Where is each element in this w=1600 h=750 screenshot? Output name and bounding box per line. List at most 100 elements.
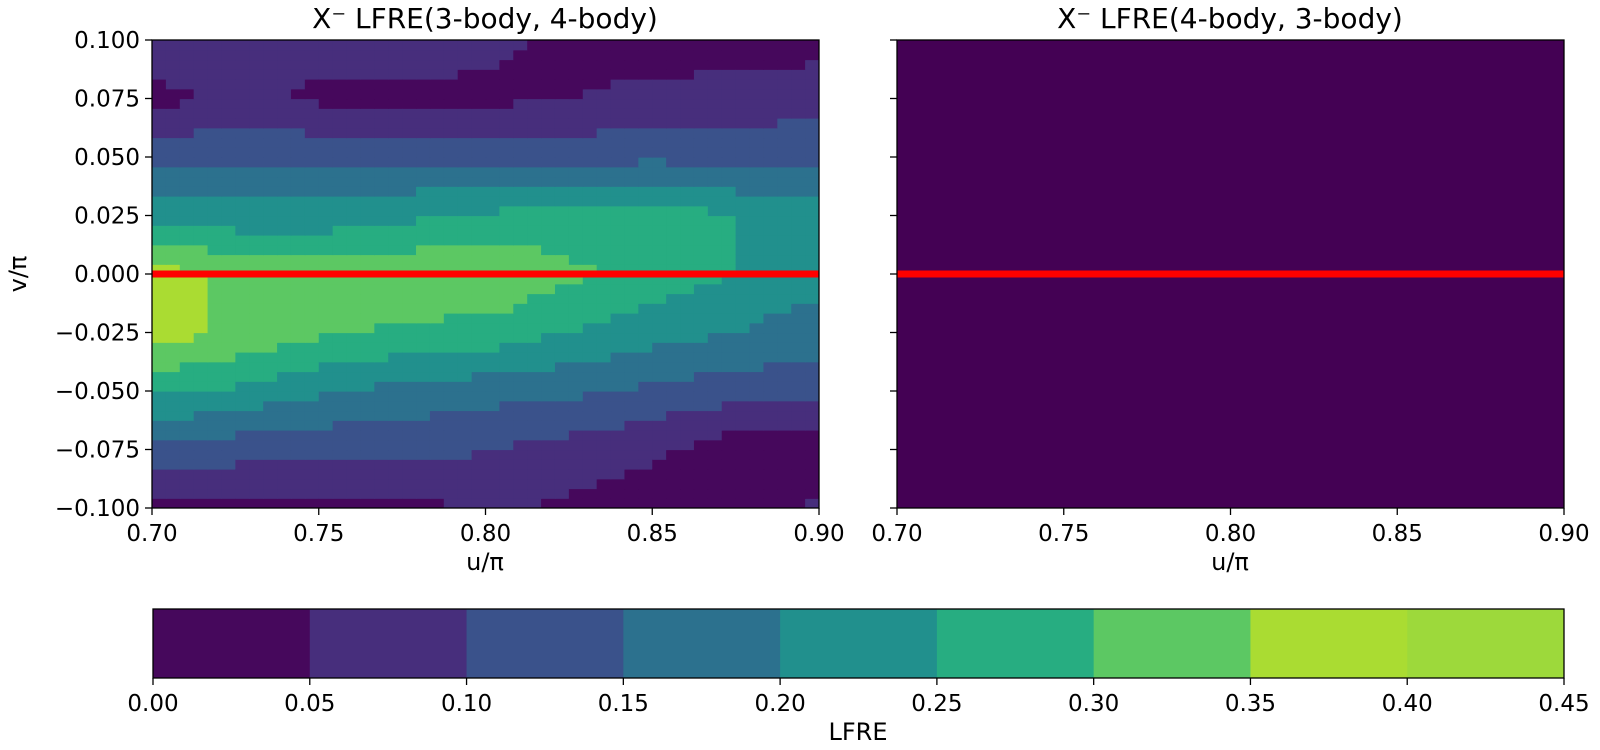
contour-cell: [791, 498, 806, 508]
contour-cell: [582, 98, 598, 109]
contour-cell: [624, 40, 639, 51]
contour-cell: [624, 322, 639, 334]
contour-cell: [596, 147, 612, 158]
contour-cell: [290, 196, 306, 207]
contour-cell: [693, 352, 709, 363]
contour-cell: [193, 488, 209, 499]
contour-cell: [791, 147, 806, 158]
contour-cell: [360, 59, 375, 70]
contour-cell: [374, 469, 389, 480]
contour-cell: [624, 157, 639, 168]
contour-cell: [749, 176, 765, 187]
contour-cell: [416, 469, 431, 480]
contour-cell: [193, 352, 209, 363]
contour-cell: [374, 186, 389, 197]
contour-cell: [582, 293, 598, 304]
contour-cell: [249, 108, 264, 119]
contour-cell: [332, 313, 348, 324]
contour-cell: [221, 176, 236, 187]
contour-cell: [193, 274, 209, 285]
contour-cell: [485, 186, 500, 197]
contour-cell: [707, 352, 723, 363]
contour-cell: [277, 459, 292, 470]
contour-cell: [318, 264, 334, 275]
contour-cell: [221, 488, 236, 499]
contour-cell: [165, 313, 181, 324]
contour-cell: [596, 235, 612, 246]
contour-cell: [624, 371, 639, 382]
contour-cell: [360, 469, 375, 480]
contour-cell: [735, 469, 751, 480]
contour-cell: [568, 137, 584, 148]
contour-cell: [805, 79, 819, 90]
contour-cell: [791, 430, 806, 441]
contour-cell: [179, 118, 195, 129]
contour-cell: [304, 186, 320, 197]
contour-cell: [165, 332, 181, 343]
contour-cell: [582, 235, 598, 246]
contour-cell: [374, 79, 389, 90]
contour-cell: [499, 439, 514, 451]
contour-cell: [721, 498, 737, 508]
contour-cell: [596, 176, 612, 187]
contour-cell: [152, 381, 167, 392]
contour-cell: [624, 264, 639, 275]
contour-cell: [680, 332, 695, 343]
contour-cell: [235, 498, 250, 508]
contour-cell: [707, 381, 723, 392]
contour-cell: [624, 274, 639, 285]
contour-cell: [777, 420, 792, 431]
contour-cell: [165, 176, 181, 187]
contour-cell: [471, 498, 487, 508]
contour-cell: [360, 235, 375, 246]
contour-cell: [152, 205, 167, 217]
contour-cell: [513, 264, 528, 275]
contour-cell: [346, 439, 362, 451]
contour-cell: [193, 391, 209, 402]
contour-cell: [290, 79, 306, 90]
contour-cell: [221, 498, 236, 508]
contour-cell: [360, 88, 375, 100]
contour-cell: [290, 98, 306, 109]
contour-cell: [680, 166, 695, 178]
contour-cell: [499, 88, 514, 100]
contour-cell: [499, 127, 514, 139]
contour-cell: [304, 283, 320, 295]
contour-cell: [221, 215, 236, 226]
contour-cell: [735, 449, 751, 460]
contour-cell: [610, 332, 626, 343]
contour-cell: [165, 147, 181, 158]
contour-cell: [471, 254, 487, 265]
contour-cell: [402, 205, 417, 217]
contour-cell: [791, 352, 806, 363]
contour-cell: [791, 469, 806, 480]
contour-cell: [457, 439, 473, 451]
contour-cell: [777, 137, 792, 148]
contour-cell: [721, 400, 737, 412]
contour-cell: [513, 449, 528, 460]
contour-cell: [582, 313, 598, 324]
contour-cell: [471, 79, 487, 90]
contour-cell: [290, 430, 306, 441]
contour-cell: [235, 342, 250, 353]
contour-cell: [179, 439, 195, 451]
contour-cell: [763, 108, 778, 119]
contour-cell: [707, 488, 723, 499]
contour-cell: [374, 205, 389, 217]
contour-cell: [805, 59, 819, 70]
contour-cell: [443, 147, 459, 158]
contour-cell: [388, 381, 403, 392]
contour-cell: [346, 478, 362, 490]
contour-cell: [221, 40, 236, 51]
contour-cell: [693, 127, 709, 139]
contour-cell: [805, 410, 819, 421]
contour-cell: [582, 391, 598, 402]
contour-cell: [374, 98, 389, 109]
contour-cell: [471, 313, 487, 324]
contour-cell: [680, 98, 695, 109]
contour-cell: [179, 79, 195, 90]
contour-cell: [568, 40, 584, 51]
contour-cell: [777, 225, 792, 236]
contour-cell: [666, 88, 681, 100]
contour-cell: [527, 108, 542, 119]
